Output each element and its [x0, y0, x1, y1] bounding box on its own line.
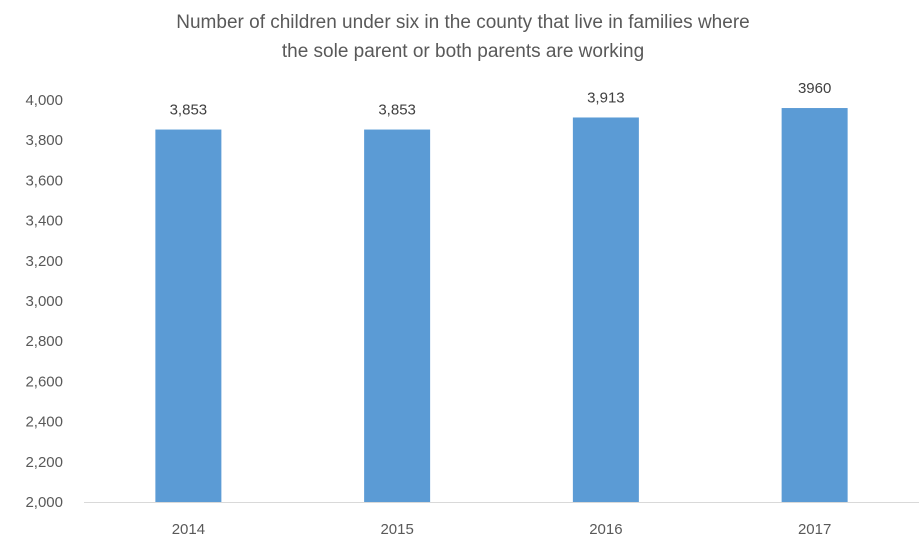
- x-tick-label-2016: 2016: [589, 521, 622, 538]
- y-tick-label: 2,200: [25, 454, 63, 471]
- y-tick-label: 3,600: [25, 172, 63, 189]
- data-label-2017: 3960: [798, 80, 831, 97]
- y-tick-label: 3,400: [25, 213, 63, 230]
- bars-group: [155, 108, 848, 502]
- y-tick-label: 3,000: [25, 293, 63, 310]
- bar-2014: [155, 129, 222, 502]
- data-label-2014: 3,853: [170, 102, 208, 119]
- bar-2017: [781, 108, 848, 502]
- chart-title-line-1: Number of children under six in the coun…: [176, 12, 749, 33]
- bar-2015: [364, 129, 431, 502]
- chart-title-line-2: the sole parent or both parents are work…: [282, 41, 644, 62]
- y-tick-label: 3,200: [25, 253, 63, 270]
- y-tick-label: 2,000: [25, 494, 63, 511]
- y-axis-tick-labels: 2,000 2,200 2,400 2,600 2,800 3,000 3,200 3,400…: [25, 92, 63, 511]
- data-label-2016: 3,913: [587, 89, 625, 106]
- y-tick-label: 3,800: [25, 132, 63, 149]
- y-tick-label: 4,000: [25, 92, 63, 109]
- x-tick-label-2017: 2017: [798, 521, 831, 538]
- bar-2016: [572, 117, 639, 502]
- y-tick-label: 2,600: [25, 373, 63, 390]
- y-tick-label: 2,800: [25, 333, 63, 350]
- x-axis-tick-labels: 2014 2015 2016 2017: [172, 521, 832, 538]
- data-label-2015: 3,853: [378, 102, 416, 119]
- x-tick-label-2014: 2014: [172, 521, 205, 538]
- y-tick-label: 2,400: [25, 414, 63, 431]
- x-tick-label-2015: 2015: [380, 521, 413, 538]
- data-labels-group: 3,853 3,853 3,913 3960: [170, 80, 832, 119]
